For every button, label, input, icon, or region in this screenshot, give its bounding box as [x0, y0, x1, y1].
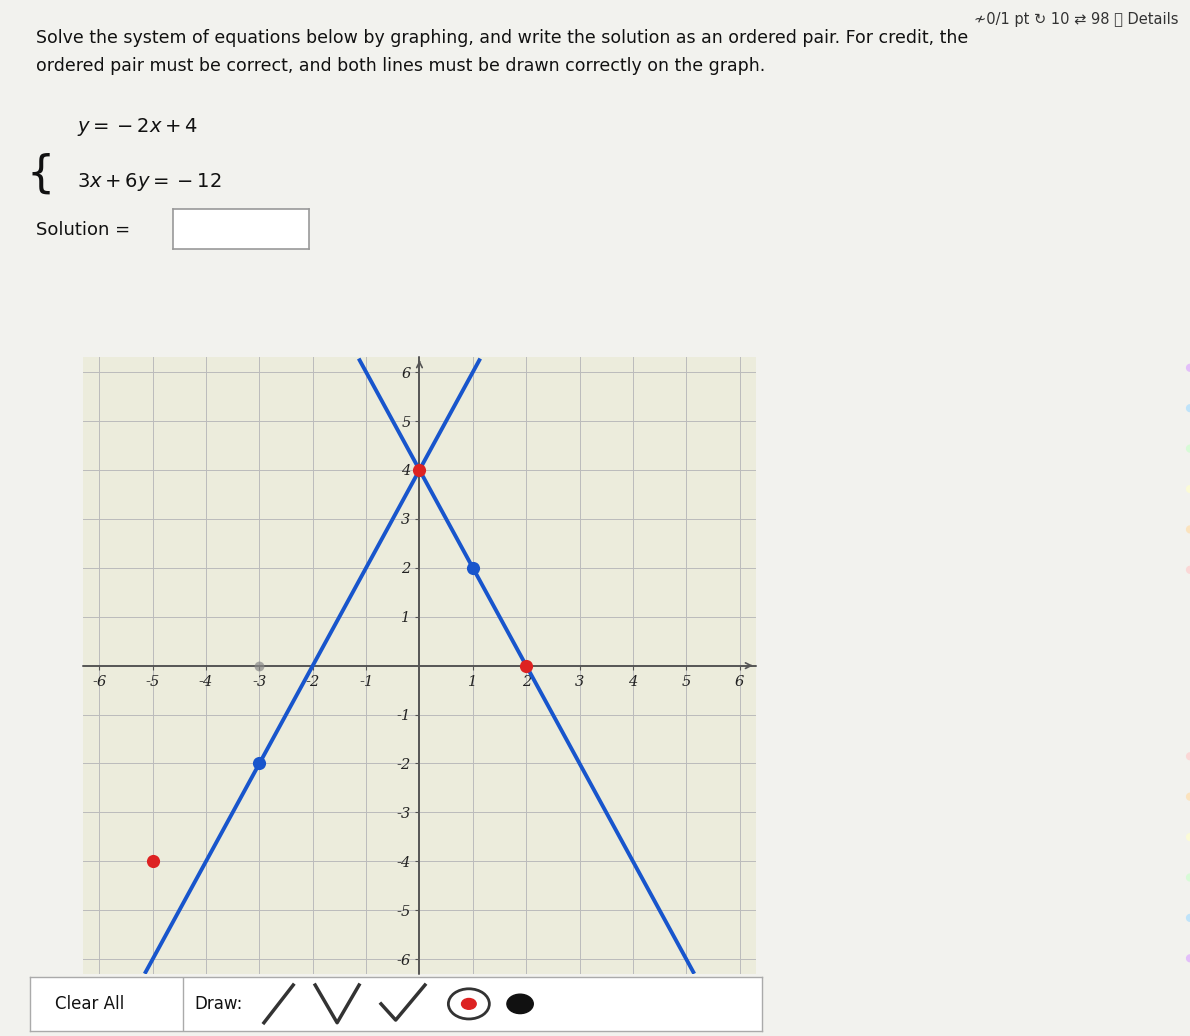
Text: Clear All: Clear All: [56, 995, 125, 1013]
Text: $\{$: $\{$: [26, 151, 51, 196]
Text: ≁0/1 pt ↻ 10 ⇄ 98 ⓘ Details: ≁0/1 pt ↻ 10 ⇄ 98 ⓘ Details: [973, 12, 1178, 27]
Text: Draw:: Draw:: [194, 995, 243, 1013]
Point: [143, 853, 162, 869]
Point: [409, 462, 428, 479]
Text: $3x + 6y = -12$: $3x + 6y = -12$: [77, 171, 221, 193]
Circle shape: [462, 999, 476, 1009]
Text: $y = -2x + 4$: $y = -2x + 4$: [77, 116, 199, 138]
Text: ordered pair must be correct, and both lines must be drawn correctly on the grap: ordered pair must be correct, and both l…: [36, 57, 765, 75]
Circle shape: [507, 995, 533, 1013]
Text: Solution =: Solution =: [36, 221, 130, 239]
Point: [250, 755, 269, 772]
Point: [463, 559, 482, 576]
Point: [516, 657, 536, 673]
Text: Solve the system of equations below by graphing, and write the solution as an or: Solve the system of equations below by g…: [36, 29, 967, 47]
Point: [250, 657, 269, 673]
